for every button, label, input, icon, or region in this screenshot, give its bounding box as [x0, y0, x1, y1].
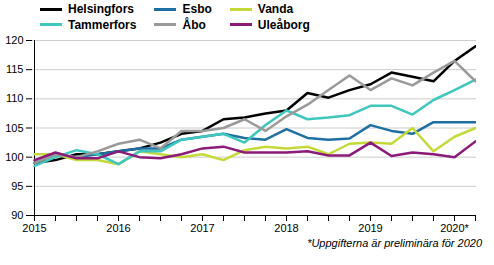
svg-text:2017: 2017	[190, 222, 214, 234]
html-text:Esbo: Esbo	[182, 2, 212, 17]
svg-text:115: 115	[6, 63, 24, 75]
html-text:Tammerfors: Tammerfors	[68, 17, 137, 32]
svg-text:120: 120	[5, 34, 23, 46]
svg-text:100: 100	[5, 151, 23, 163]
html-text:Uleåborg: Uleåborg	[257, 17, 310, 32]
svg-text:2020*: 2020*	[440, 222, 469, 234]
svg-text:2019: 2019	[358, 222, 382, 234]
html-text:*Uppgifterna är preliminära fö: *Uppgifterna är preliminära för 2020	[307, 237, 482, 249]
svg-text:110: 110	[6, 92, 24, 104]
svg-text:105: 105	[5, 122, 23, 134]
svg-text:2015: 2015	[22, 222, 46, 234]
svg-text:2016: 2016	[106, 222, 130, 234]
svg-text:2018: 2018	[274, 222, 298, 234]
html-text:Vanda: Vanda	[257, 2, 294, 17]
html-text:Åbo: Åbo	[182, 17, 206, 32]
svg-text:95: 95	[11, 180, 23, 192]
html-text:Helsingfors: Helsingfors	[68, 2, 134, 17]
svg-text:90: 90	[11, 209, 23, 221]
